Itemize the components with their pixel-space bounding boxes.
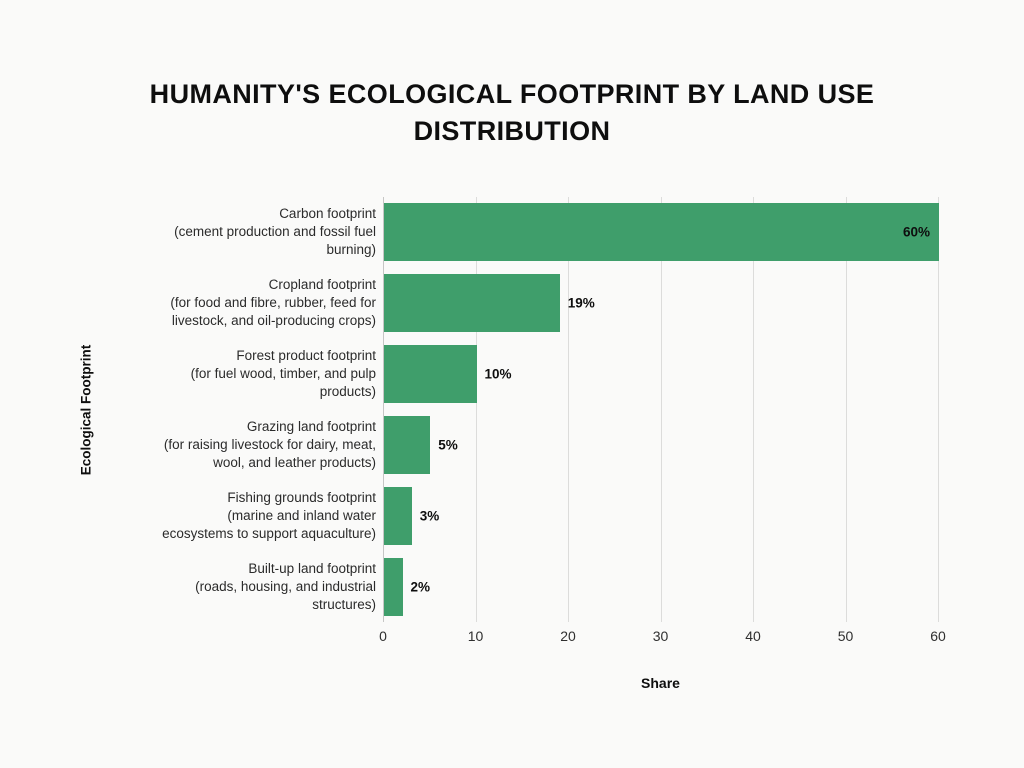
bar-cropland-footprint: 19%	[384, 274, 595, 333]
category-label-grazing-land-footprint: Grazing land footprint (for raising live…	[114, 409, 376, 480]
bar-value-label-fishing-grounds-footprint: 3%	[419, 508, 440, 524]
y-axis-title: Ecological Footprint	[78, 344, 94, 476]
x-tick-label-30: 30	[652, 628, 669, 644]
category-label-carbon-footprint: Carbon footprint (cement production and …	[114, 197, 376, 268]
plot-area: 60% 19% 10% 5% 3% 2%	[383, 197, 939, 622]
x-tick-label-60: 60	[930, 628, 946, 644]
category-label-text: Forest product footprint (for fuel wood,…	[190, 348, 376, 400]
x-tick-label-10: 10	[467, 628, 484, 644]
x-tick-label-50: 50	[837, 628, 854, 644]
bar-grazing-land-footprint: 5%	[384, 415, 458, 474]
x-axis-title: Share	[641, 675, 680, 691]
category-label-text: Fishing grounds footprint (marine and in…	[162, 489, 376, 541]
x-tick-label-0: 0	[379, 628, 387, 644]
bar-row-forest-product-footprint: 10%	[383, 339, 938, 410]
bar-row-fishing-grounds-footprint: 3%	[383, 480, 938, 551]
gridline-x-40	[753, 197, 754, 622]
x-axis-ticks: 0 10 20 30 40 50 60	[379, 628, 946, 646]
bar-built-up-land-footprint: 2%	[384, 557, 430, 616]
category-label-text: Built-up land footprint (roads, housing,…	[195, 560, 376, 612]
bar-value-label-cropland-footprint: 19%	[567, 295, 595, 311]
category-label-cropland-footprint: Cropland footprint (for food and fibre, …	[114, 268, 376, 339]
bar-forest-product-footprint: 10%	[384, 345, 512, 404]
category-label-text: Grazing land footprint (for raising live…	[163, 418, 376, 470]
bar-value-label-carbon-footprint: 60%	[902, 224, 930, 240]
bar-fishing-grounds-footprint: 3%	[384, 486, 439, 545]
x-tick-label-40: 40	[745, 628, 761, 644]
chart-title-line-1: HUMANITY'S ECOLOGICAL FOOTPRINT BY LAND …	[149, 79, 875, 109]
gridline-x-20	[568, 197, 569, 622]
chart-title-line-2: DISTRIBUTION	[413, 116, 611, 146]
bar-row-carbon-footprint: 60%	[383, 197, 939, 268]
bar-rows: 60% 19% 10% 5% 3% 2%	[383, 197, 939, 622]
bar-row-cropland-footprint: 19%	[383, 268, 938, 339]
gridline-x-30	[660, 197, 662, 622]
gridline-x-60	[938, 197, 939, 622]
category-label-built-up-land-footprint: Built-up land footprint (roads, housing,…	[114, 551, 376, 622]
bar-value-label-grazing-land-footprint: 5%	[438, 437, 458, 453]
category-label-text: Cropland footprint (for food and fibre, …	[170, 277, 376, 329]
gridline-x-50	[845, 197, 847, 622]
category-labels-column: Carbon footprint (cement production and …	[114, 197, 376, 622]
category-label-forest-product-footprint: Forest product footprint (for fuel wood,…	[114, 339, 376, 410]
chart-title: HUMANITY'S ECOLOGICAL FOOTPRINT BY LAND …	[0, 76, 1024, 150]
y-axis-line	[383, 197, 384, 622]
x-tick-label-20: 20	[560, 628, 576, 644]
gridline-x-10	[475, 197, 477, 622]
bar-value-label-forest-product-footprint: 10%	[484, 366, 512, 382]
bar-row-grazing-land-footprint: 5%	[383, 409, 938, 480]
category-label-text: Carbon footprint (cement production and …	[174, 206, 376, 258]
category-label-fishing-grounds-footprint: Fishing grounds footprint (marine and in…	[114, 480, 376, 551]
bar-carbon-footprint: 60%	[384, 203, 939, 262]
bar-row-built-up-land-footprint: 2%	[383, 551, 938, 622]
bar-value-label-built-up-land-footprint: 2%	[410, 579, 431, 595]
